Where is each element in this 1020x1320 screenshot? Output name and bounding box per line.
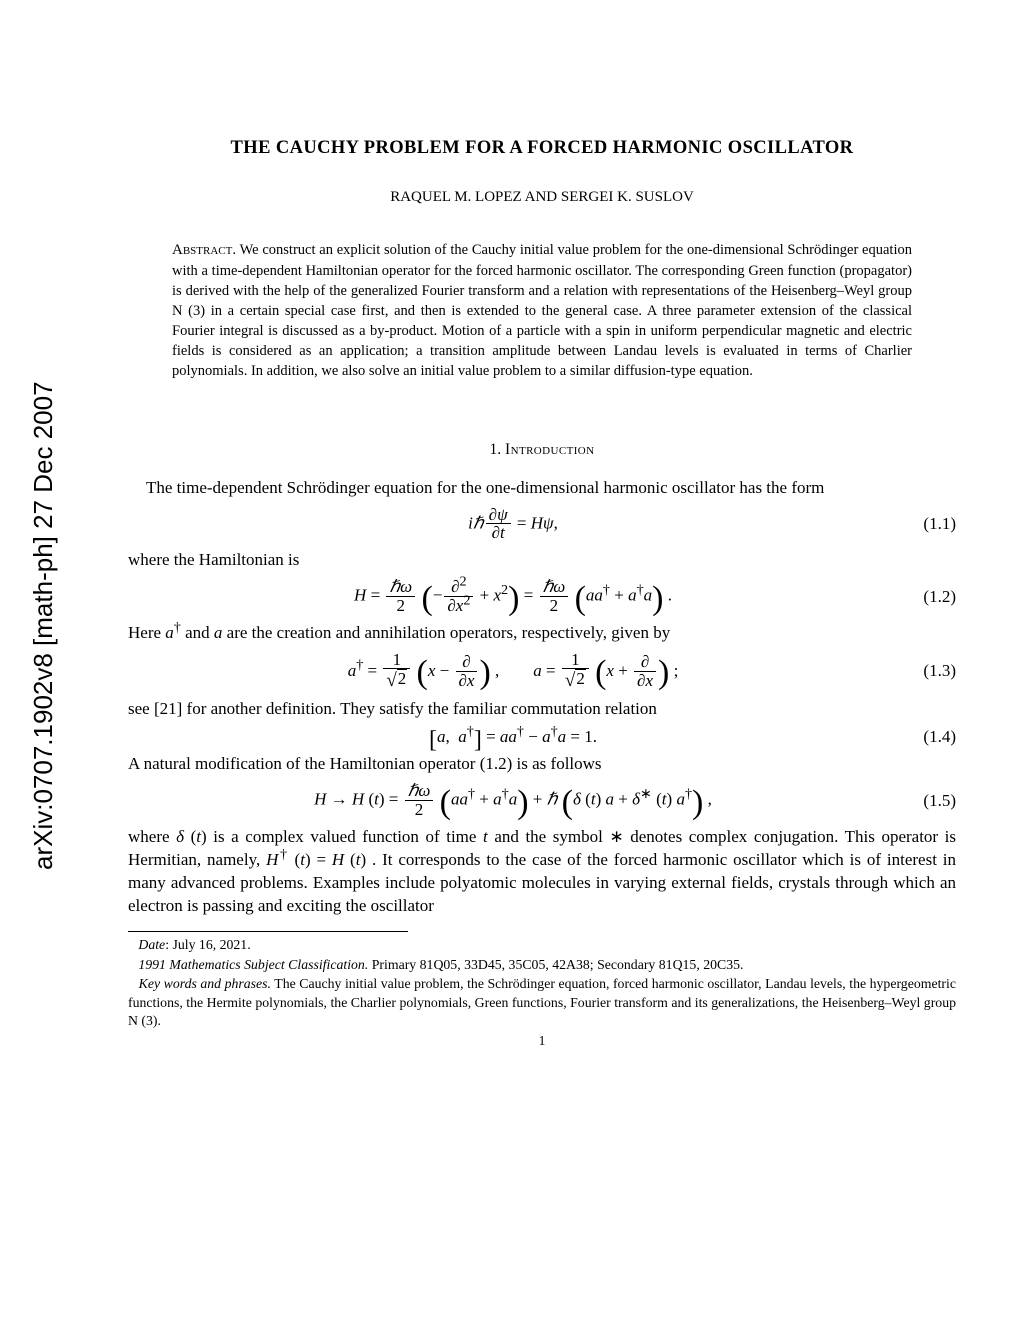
equation-body: iℏ∂ψ∂t = Hψ, <box>128 506 898 544</box>
equation-1-4: [a, a†] = aa† − a†a = 1. (1.4) <box>128 727 956 747</box>
footnote-msc: 1991 Mathematics Subject Classification.… <box>128 956 956 974</box>
footnote-msc-value: Primary 81Q05, 33D45, 35C05, 42A38; Seco… <box>368 957 743 972</box>
arxiv-identifier: arXiv:0707.1902v8 [math-ph] 27 Dec 2007 <box>28 381 59 870</box>
footnote-rule <box>128 931 408 935</box>
equation-number: (1.1) <box>898 514 956 534</box>
equation-1-1: iℏ∂ψ∂t = Hψ, (1.1) <box>128 506 956 544</box>
section-number: 1. <box>490 441 502 458</box>
footnote-date: Date: July 16, 2021. <box>128 936 956 954</box>
footnotes: Date: July 16, 2021. 1991 Mathematics Su… <box>128 936 956 1030</box>
equation-1-2: H = ℏω2 (−∂2∂x2 + x2) = ℏω2 (aa† + a†a) … <box>128 578 956 616</box>
footnote-date-label: Date <box>138 937 165 952</box>
equation-number: (1.5) <box>898 791 956 811</box>
section-heading: 1. Introduction <box>128 441 956 459</box>
footnote-kw-label: Key words and phrases. <box>139 976 271 991</box>
abstract-text: We construct an explicit solution of the… <box>172 242 912 379</box>
equation-number: (1.4) <box>898 727 956 747</box>
paragraph-final: where δ (t) is a complex valued function… <box>128 826 956 918</box>
footnote-date-value: : July 16, 2021. <box>165 937 250 952</box>
equation-number: (1.3) <box>898 661 956 681</box>
equation-body: a† = 1√2 (x − ∂∂x) , a = 1√2 (x + ∂∂x) ; <box>128 651 898 693</box>
paragraph-intro: The time-dependent Schrödinger equation … <box>128 477 956 500</box>
paper-page: THE CAUCHY PROBLEM FOR A FORCED HARMONIC… <box>128 138 956 1049</box>
section-name: Introduction <box>505 441 594 458</box>
equation-body: H = ℏω2 (−∂2∂x2 + x2) = ℏω2 (aa† + a†a) … <box>128 578 898 616</box>
footnote-keywords: Key words and phrases. The Cauchy initia… <box>128 975 956 1030</box>
paragraph-commutation: see [21] for another definition. They sa… <box>128 698 956 721</box>
page-number: 1 <box>128 1033 956 1049</box>
paper-title: THE CAUCHY PROBLEM FOR A FORCED HARMONIC… <box>128 138 956 159</box>
abstract-label: Abstract. <box>172 242 236 258</box>
equation-number: (1.2) <box>898 587 956 607</box>
paper-authors: RAQUEL M. LOPEZ AND SERGEI K. SUSLOV <box>128 189 956 206</box>
equation-1-3: a† = 1√2 (x − ∂∂x) , a = 1√2 (x + ∂∂x) ;… <box>128 651 956 693</box>
footnote-msc-label: 1991 Mathematics Subject Classification. <box>138 957 368 972</box>
paragraph-modification: A natural modification of the Hamiltonia… <box>128 753 956 776</box>
equation-body: [a, a†] = aa† − a†a = 1. <box>128 727 898 747</box>
equation-body: H → H (t) = ℏω2 (aa† + a†a) + ℏ (δ (t) a… <box>128 782 898 820</box>
paragraph-creation: Here a† and a are the creation and annih… <box>128 622 956 645</box>
equation-1-5: H → H (t) = ℏω2 (aa† + a†a) + ℏ (δ (t) a… <box>128 782 956 820</box>
paragraph-hamiltonian: where the Hamiltonian is <box>128 549 956 572</box>
abstract-block: Abstract. We construct an explicit solut… <box>172 240 912 381</box>
